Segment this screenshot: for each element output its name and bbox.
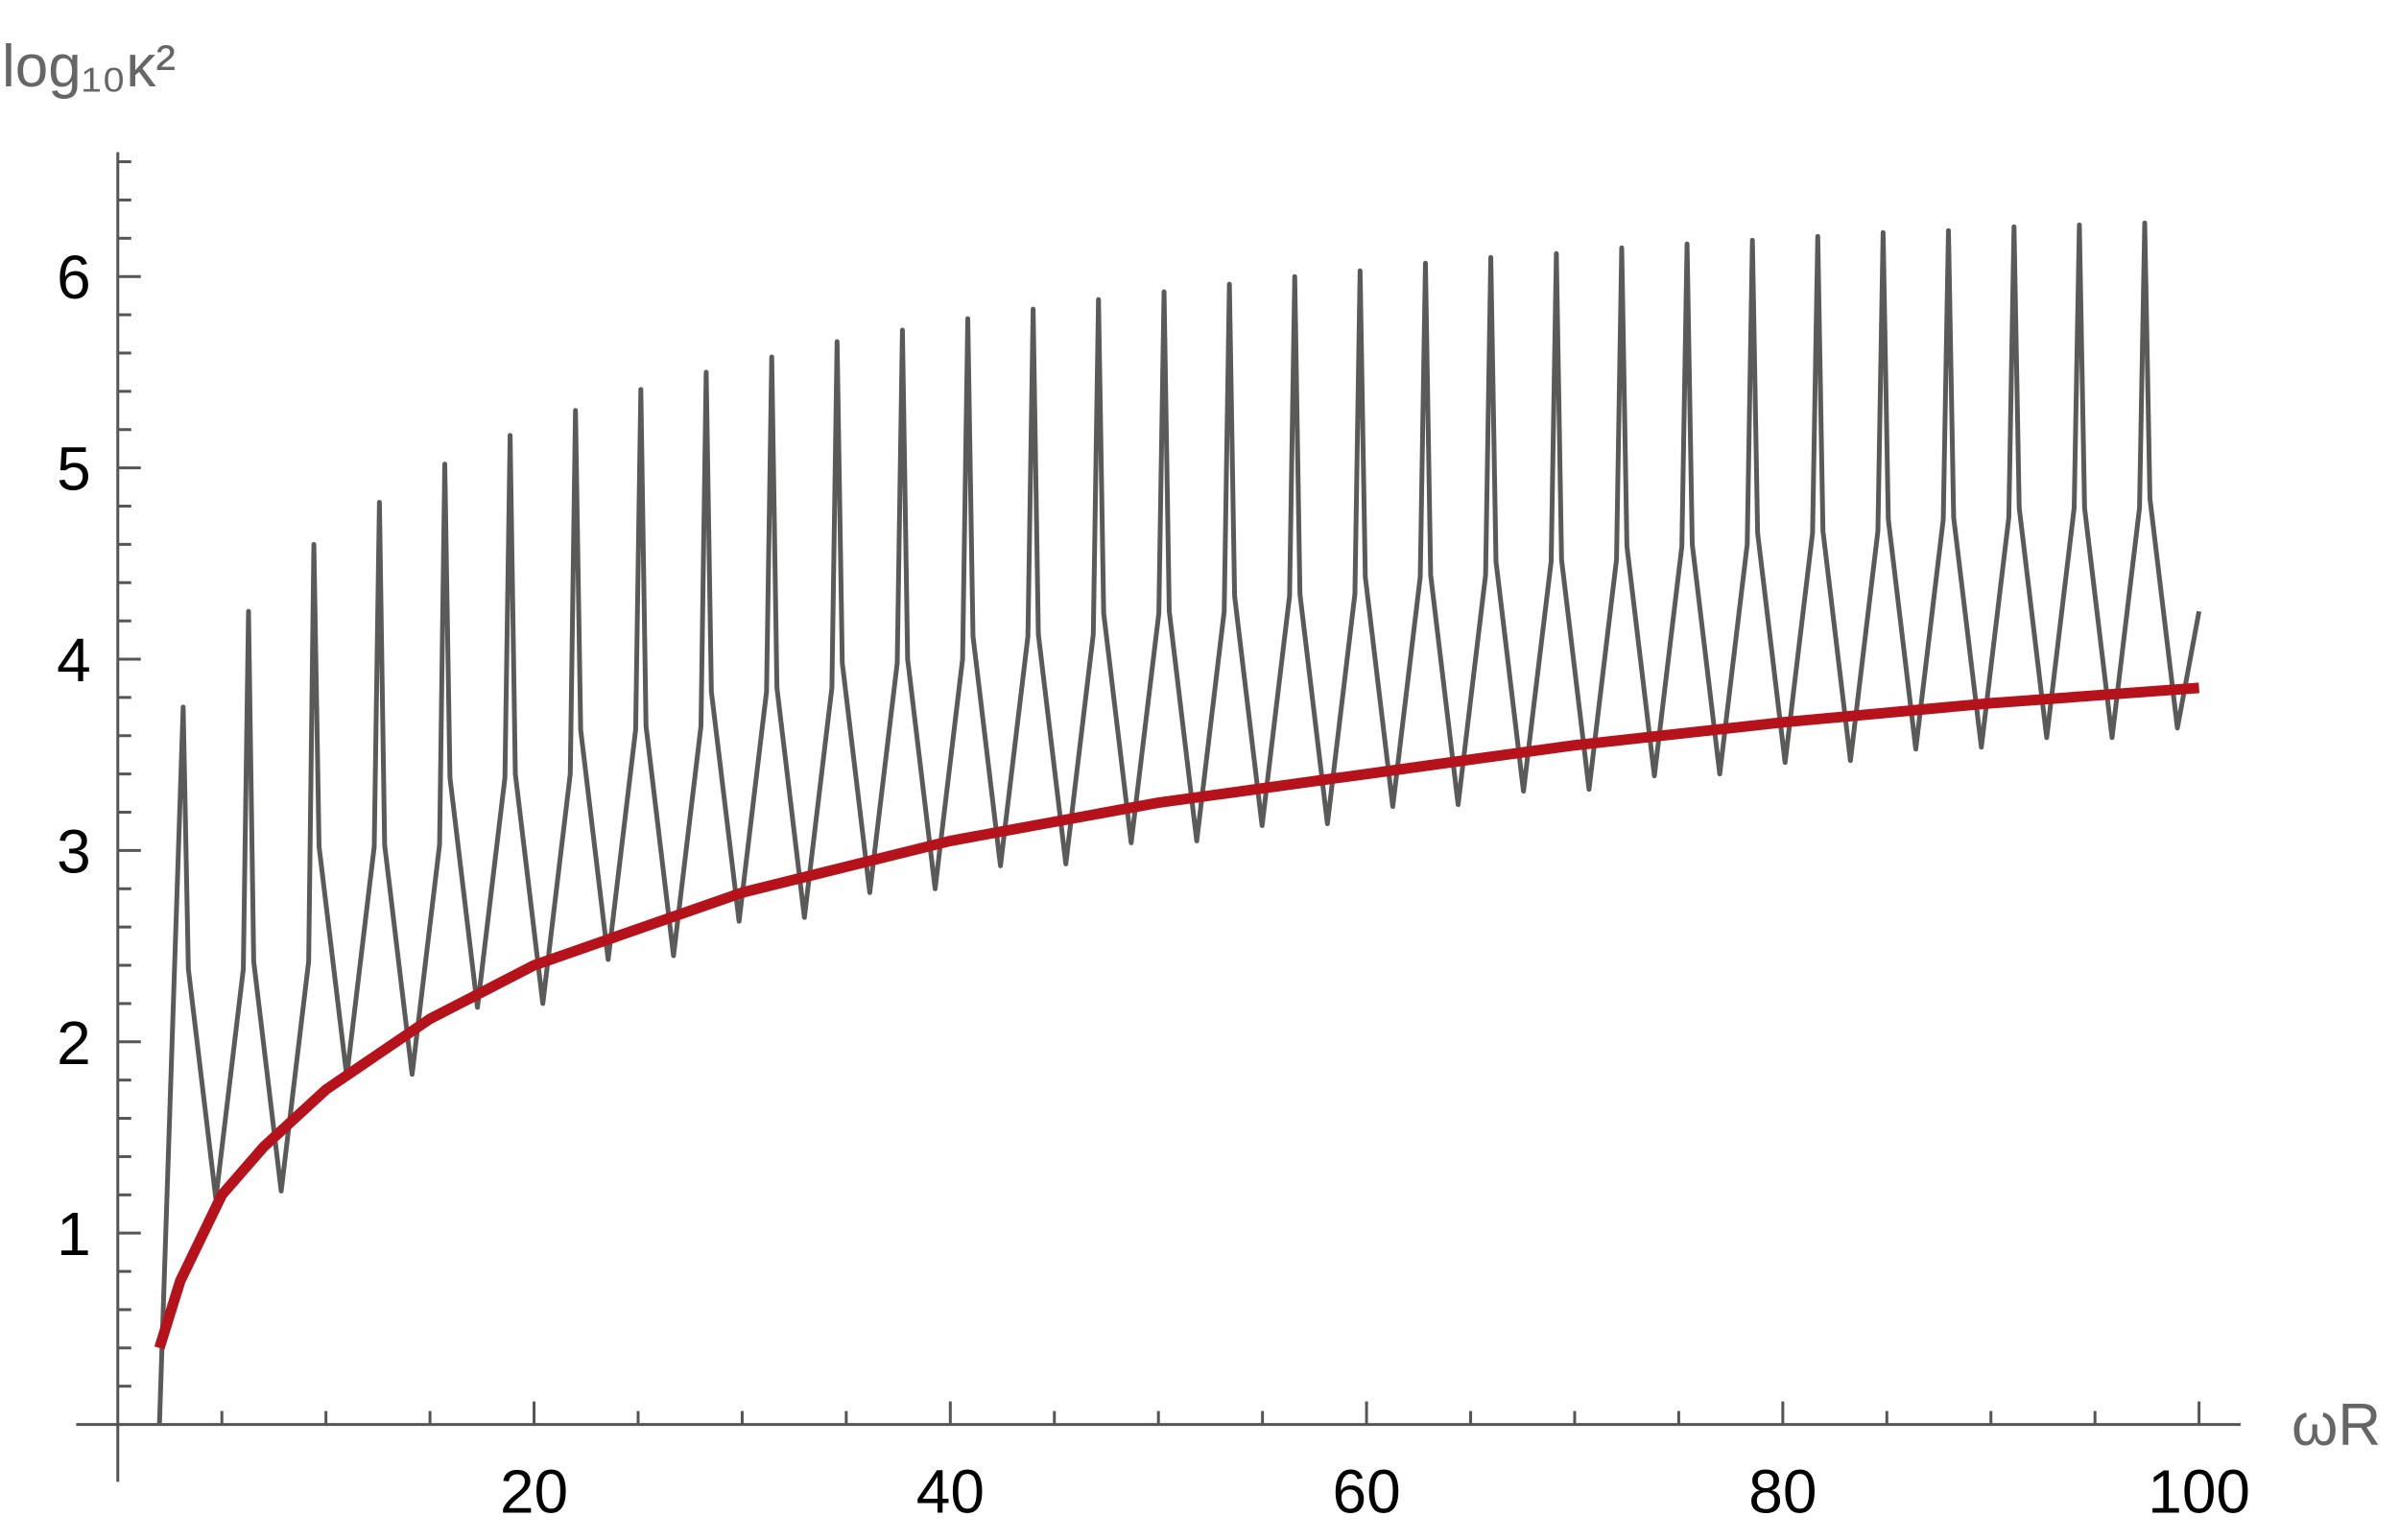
x-axis-label: ωR	[2292, 1392, 2381, 1458]
x-tick-label: 40	[916, 1457, 985, 1527]
series-line	[154, 682, 2200, 1350]
x-tick-label: 100	[2148, 1457, 2250, 1527]
y-axis-label: log₁₀κ²	[2, 34, 176, 100]
y-tick-label: 2	[57, 1008, 91, 1078]
y-tick-label: 3	[57, 817, 91, 886]
series-line	[156, 220, 2202, 1425]
x-tick-label: 80	[1748, 1457, 1817, 1527]
y-tick-label: 6	[57, 243, 91, 312]
x-tick-label: 60	[1332, 1457, 1400, 1527]
y-tick-label: 4	[57, 626, 91, 695]
y-tick-label: 1	[57, 1199, 91, 1268]
x-tick-label: 20	[500, 1457, 568, 1527]
y-tick-label: 5	[57, 435, 91, 504]
